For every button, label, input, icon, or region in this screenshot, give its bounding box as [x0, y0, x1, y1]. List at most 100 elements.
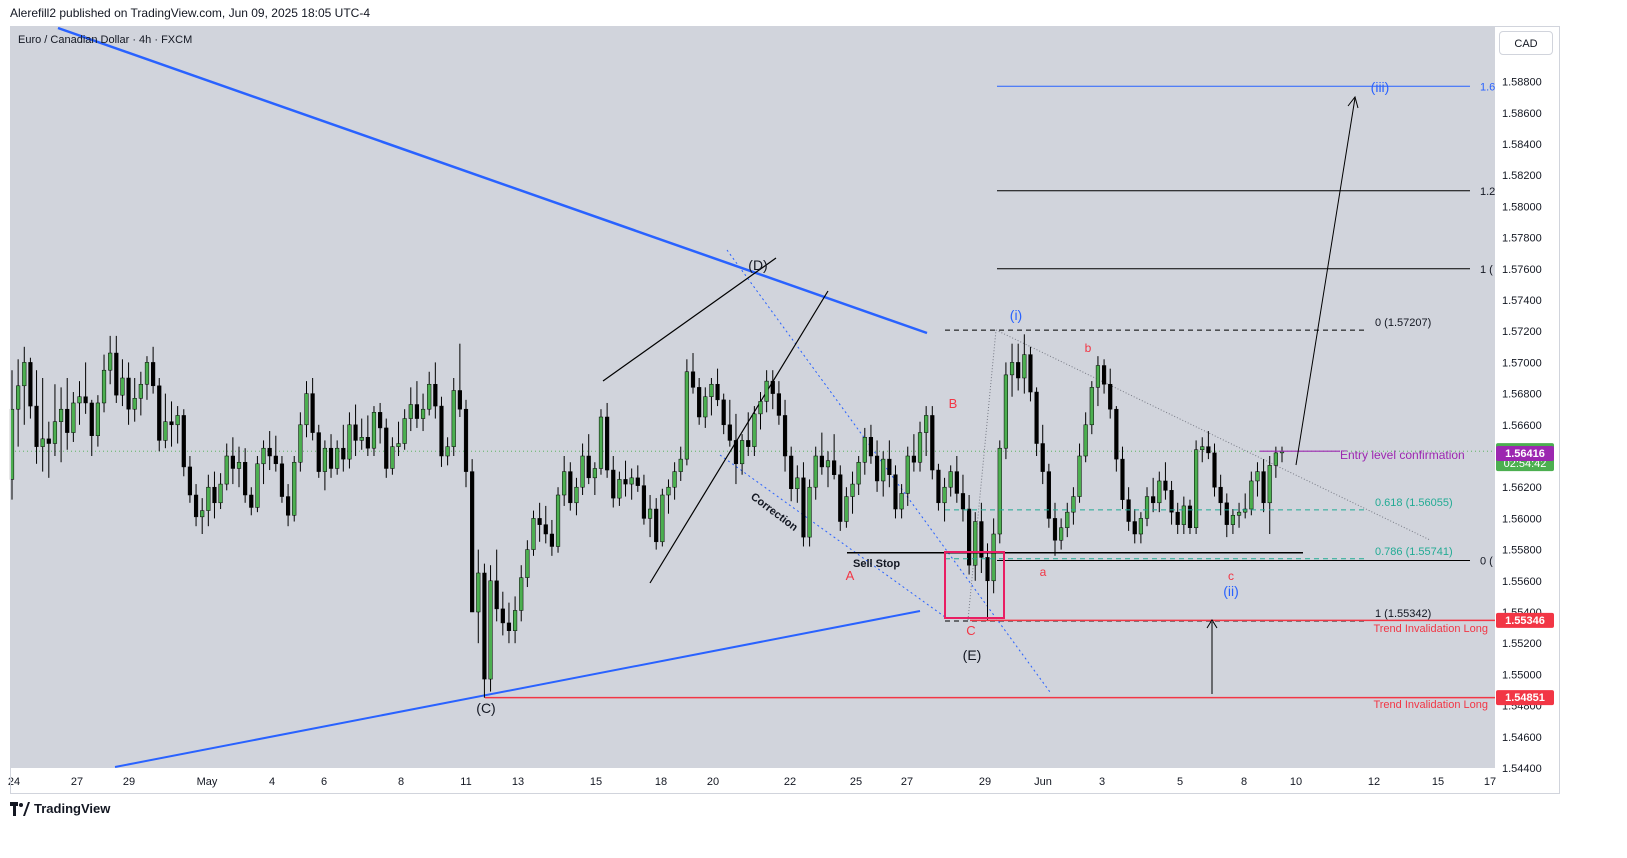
- candle-body: [22, 362, 27, 387]
- candle-body: [1255, 471, 1260, 482]
- lower-triangle-trendline: [114, 610, 921, 768]
- y-tick-label: 1.58400: [1502, 139, 1542, 151]
- price-label-2: 1.55346: [1505, 615, 1545, 627]
- extension-label-1: 1.2: [1480, 186, 1495, 198]
- candle-body: [1169, 490, 1174, 513]
- candle-body: [746, 440, 751, 447]
- candle-body: [838, 474, 843, 522]
- candle-body: [1120, 458, 1125, 500]
- candle-body: [740, 440, 745, 465]
- candle-body: [187, 466, 193, 496]
- candle-body: [776, 393, 781, 416]
- candles-group: [9, 334, 1285, 698]
- time-axis-background: [11, 768, 1559, 793]
- currency-button[interactable]: CAD: [1499, 31, 1553, 55]
- candle-body: [1065, 511, 1070, 529]
- candle-body: [212, 486, 217, 504]
- wedge-lower-line: [649, 290, 829, 584]
- candle-body: [801, 477, 806, 538]
- x-tick-label: 11: [460, 776, 471, 788]
- candle-body: [1230, 515, 1236, 525]
- candle-body: [402, 418, 407, 444]
- price-label-3: 1.54851: [1505, 692, 1545, 704]
- y-tick-label: 1.58800: [1502, 77, 1542, 89]
- candle-body: [267, 447, 272, 457]
- candle-body: [782, 415, 788, 457]
- wave-label-9: (i): [1010, 307, 1022, 323]
- candle-body: [819, 455, 824, 468]
- candle-body: [365, 437, 370, 449]
- candle-body: [1022, 354, 1027, 379]
- candle-body: [335, 447, 340, 469]
- fib-label-0: 0 (1.57207): [1375, 317, 1431, 329]
- footer-brand[interactable]: TradingView: [10, 801, 110, 816]
- candle-body: [1249, 480, 1254, 510]
- candle-body: [1071, 496, 1076, 513]
- x-tick-label: 27: [71, 776, 83, 788]
- candle-body: [126, 377, 131, 410]
- entry-zone-box: [944, 551, 1005, 619]
- candle-body: [752, 413, 757, 447]
- candle-body: [273, 455, 278, 465]
- candle-body: [463, 408, 469, 472]
- candle-body: [967, 508, 972, 566]
- extension-label-3: 0 (: [1480, 556, 1493, 568]
- fib-label-2: 0.786 (1.55741): [1375, 546, 1453, 558]
- wave-label-8: c: [1228, 569, 1234, 583]
- candle-body: [1243, 508, 1248, 513]
- candle-body: [310, 393, 315, 433]
- candle-body: [1077, 455, 1082, 497]
- price-axis-background: [1495, 27, 1559, 768]
- candle-body: [1003, 374, 1009, 449]
- candle-body: [911, 455, 916, 463]
- candle-body: [341, 447, 346, 460]
- wedge-upper-line: [602, 257, 777, 382]
- candle-body: [825, 460, 831, 468]
- candle-body: [40, 438, 45, 447]
- candle-body: [476, 572, 481, 613]
- projection-arrow-shaft: [1295, 97, 1356, 466]
- x-tick-label: 5: [1177, 776, 1183, 788]
- candle-body: [881, 458, 886, 482]
- candle-body: [654, 508, 659, 543]
- candle-body: [193, 494, 199, 518]
- candle-body: [396, 443, 401, 447]
- wave-label-0: (D): [748, 257, 767, 273]
- candle-body: [690, 371, 696, 388]
- candle-body: [46, 438, 51, 444]
- candle-body: [1009, 362, 1015, 376]
- candle-body: [549, 533, 554, 547]
- candle-body: [770, 380, 775, 394]
- y-tick-label: 1.56800: [1502, 389, 1542, 401]
- y-tick-label: 1.57600: [1502, 264, 1542, 276]
- x-tick-label: 15: [1432, 776, 1444, 788]
- y-tick-label: 1.57400: [1502, 295, 1542, 307]
- candle-body: [390, 446, 395, 469]
- candle-body: [543, 524, 548, 535]
- candle-body: [384, 427, 389, 469]
- candle-body: [420, 408, 426, 419]
- candle-body: [555, 494, 561, 547]
- candle-body: [703, 396, 708, 418]
- candle-body: [108, 352, 113, 371]
- candle-body: [605, 416, 610, 471]
- sell-stop-label: Sell Stop: [853, 558, 900, 570]
- labels-group: (D)(C)(E)ABCabc(i)(ii)(iii)CorrectionSel…: [476, 79, 1495, 716]
- candle-body: [629, 477, 634, 485]
- candle-body: [1132, 521, 1137, 535]
- candle-body: [261, 447, 266, 465]
- candle-body: [617, 479, 622, 499]
- candle-body: [65, 408, 70, 433]
- price-label-1: 1.56416: [1505, 448, 1545, 460]
- y-tick-label: 1.58600: [1502, 108, 1542, 120]
- candle-body: [930, 415, 935, 471]
- candle-body: [236, 461, 242, 469]
- candle-body: [537, 518, 542, 525]
- candle-body: [611, 469, 616, 499]
- y-tick-label: 1.56200: [1502, 482, 1542, 494]
- upper-triangle-trendline: [57, 26, 928, 335]
- candle-body: [1157, 480, 1162, 504]
- wave-label-4: B: [949, 396, 958, 411]
- candle-body: [230, 455, 235, 469]
